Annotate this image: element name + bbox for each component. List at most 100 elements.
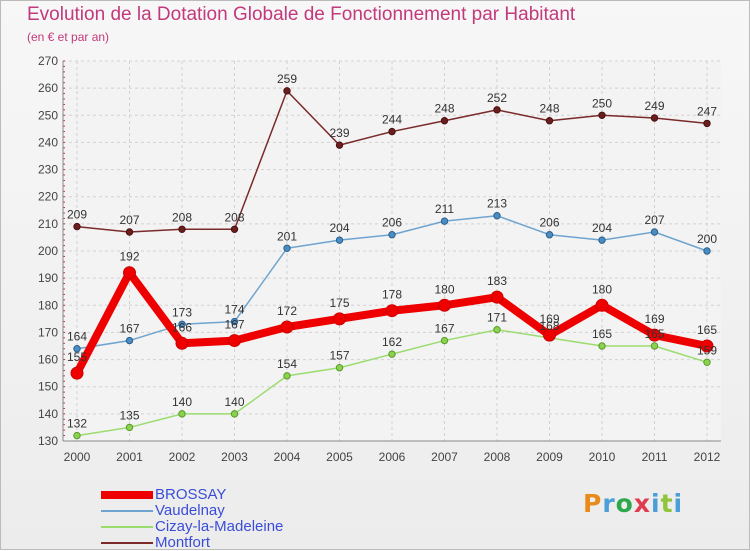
data-label-vaudelnay: 200 xyxy=(697,232,717,246)
data-point-brossay xyxy=(700,339,714,353)
data-point-cizay xyxy=(650,342,659,350)
data-label-montfort: 248 xyxy=(434,102,454,116)
data-point-brossay xyxy=(595,298,609,312)
data-point-cizay xyxy=(283,372,291,380)
y-tick-label: 160 xyxy=(38,353,58,367)
data-label-vaudelnay: 204 xyxy=(329,221,349,235)
data-point-cizay xyxy=(388,350,396,358)
data-point-vaudelnay xyxy=(650,228,659,236)
data-point-cizay xyxy=(440,336,449,345)
data-point-vaudelnay xyxy=(178,320,186,328)
x-tick-label: 2006 xyxy=(379,450,406,464)
data-label-cizay: 159 xyxy=(697,343,717,357)
data-point-cizay xyxy=(230,410,239,418)
data-label-brossay: 155 xyxy=(67,350,87,364)
legend-label: Montfort xyxy=(155,534,211,551)
logo-letter: x xyxy=(633,489,651,518)
data-point-cizay xyxy=(125,423,134,432)
data-point-brossay xyxy=(175,336,189,350)
data-point-vaudelnay xyxy=(545,231,554,239)
data-point-brossay xyxy=(280,320,294,334)
chart-subtitle: (en € et par an) xyxy=(27,30,110,44)
data-label-cizay: 140 xyxy=(224,395,244,409)
logo-letter: t xyxy=(660,489,674,518)
data-point-montfort xyxy=(283,87,291,95)
data-label-montfort: 208 xyxy=(224,210,244,224)
data-label-montfort: 247 xyxy=(697,104,717,118)
y-tick-label: 240 xyxy=(38,135,58,149)
data-label-vaudelnay: 164 xyxy=(67,330,87,344)
x-tick-label: 2007 xyxy=(431,450,458,464)
data-label-vaudelnay: 174 xyxy=(224,303,244,317)
data-point-montfort xyxy=(125,228,134,236)
data-label-cizay: 168 xyxy=(539,319,559,333)
y-tick-label: 200 xyxy=(38,244,58,258)
data-point-montfort xyxy=(230,225,239,233)
data-point-brossay xyxy=(333,312,346,326)
proxiti-logo: Proxiti xyxy=(583,489,683,518)
data-point-montfort xyxy=(440,117,449,125)
data-point-montfort xyxy=(178,225,186,233)
data-point-brossay xyxy=(543,328,556,342)
data-point-vaudelnay xyxy=(335,236,344,244)
x-tick-label: 2008 xyxy=(484,450,511,464)
data-point-cizay xyxy=(178,410,186,418)
x-tick-label: 2000 xyxy=(64,450,91,464)
data-label-montfort: 209 xyxy=(67,208,87,222)
data-label-montfort: 208 xyxy=(172,210,192,224)
data-point-vaudelnay xyxy=(125,336,134,345)
y-tick-label: 180 xyxy=(38,298,58,312)
data-label-montfort: 248 xyxy=(539,102,559,116)
x-tick-label: 2002 xyxy=(169,450,196,464)
data-label-montfort: 252 xyxy=(487,91,507,105)
x-tick-label: 2009 xyxy=(536,450,563,464)
data-point-brossay xyxy=(228,334,241,348)
y-tick-label: 220 xyxy=(38,190,58,204)
data-label-montfort: 259 xyxy=(277,72,297,86)
x-tick-label: 2004 xyxy=(274,450,301,464)
legend-label: Cizay-la-Madeleine xyxy=(155,518,284,535)
data-point-montfort xyxy=(73,222,81,231)
data-label-cizay: 165 xyxy=(644,327,664,341)
data-label-montfort: 250 xyxy=(592,96,612,110)
x-tick-label: 2003 xyxy=(221,450,248,464)
logo-letter: i xyxy=(651,489,661,518)
data-label-vaudelnay: 173 xyxy=(172,305,192,319)
data-point-vaudelnay xyxy=(73,345,81,353)
data-point-montfort xyxy=(598,111,606,119)
data-point-vaudelnay xyxy=(598,236,606,244)
data-label-brossay: 183 xyxy=(487,274,507,288)
data-point-brossay xyxy=(385,304,399,318)
legend-label: BROSSAY xyxy=(155,486,227,503)
data-label-brossay: 178 xyxy=(382,288,402,302)
x-tick-label: 2011 xyxy=(642,450,668,464)
data-label-brossay: 169 xyxy=(539,312,559,326)
data-label-brossay: 180 xyxy=(592,282,612,296)
data-point-brossay xyxy=(70,366,84,380)
data-label-vaudelnay: 204 xyxy=(592,221,612,235)
data-point-brossay xyxy=(438,298,451,312)
y-tick-label: 210 xyxy=(38,217,58,231)
data-point-vaudelnay xyxy=(440,217,449,225)
data-point-vaudelnay xyxy=(230,317,239,326)
data-label-vaudelnay: 206 xyxy=(539,216,559,230)
y-tick-label: 230 xyxy=(38,163,58,177)
data-point-cizay xyxy=(493,326,501,334)
data-point-montfort xyxy=(388,127,396,136)
legend-label: Vaudelnay xyxy=(155,502,225,519)
y-tick-label: 260 xyxy=(38,81,58,95)
y-tick-label: 270 xyxy=(38,54,58,68)
data-point-vaudelnay xyxy=(388,231,396,239)
data-label-cizay: 165 xyxy=(592,327,612,341)
data-label-cizay: 167 xyxy=(434,322,454,336)
data-point-montfort xyxy=(703,119,711,128)
data-point-cizay xyxy=(598,342,606,350)
data-point-brossay xyxy=(123,266,136,280)
data-point-montfort xyxy=(493,106,501,114)
data-point-montfort xyxy=(650,114,659,122)
data-label-brossay: 169 xyxy=(644,312,664,326)
data-label-brossay: 172 xyxy=(277,304,297,318)
data-point-montfort xyxy=(335,141,344,149)
